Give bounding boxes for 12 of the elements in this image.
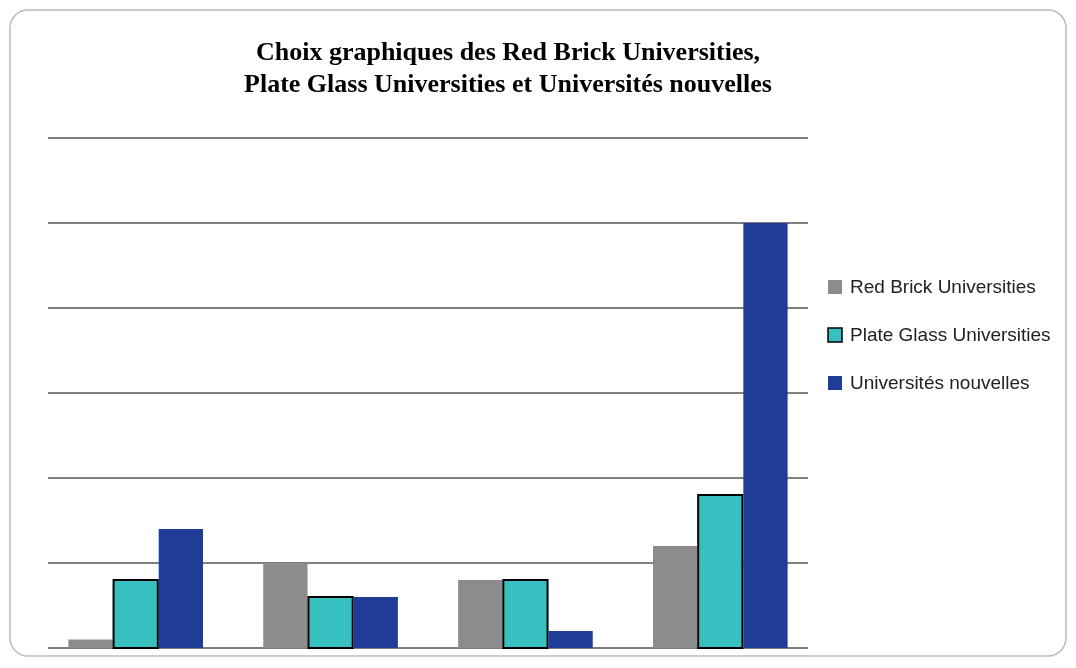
- bar: [743, 223, 788, 648]
- bar: [653, 546, 698, 648]
- bar: [458, 580, 503, 648]
- bar: [68, 639, 113, 648]
- legend-label: Red Brick Universities: [850, 276, 1036, 297]
- bar: [353, 597, 398, 648]
- bar: [263, 563, 308, 648]
- bar: [158, 529, 203, 648]
- legend-label: Plate Glass Universities: [850, 324, 1051, 345]
- bar: [548, 631, 593, 648]
- chart-title: Choix graphiques des Red Brick Universities, Plate Glass Universities et Universités nouvelles: [244, 37, 772, 98]
- legend-label: Universités nouvelles: [850, 372, 1030, 393]
